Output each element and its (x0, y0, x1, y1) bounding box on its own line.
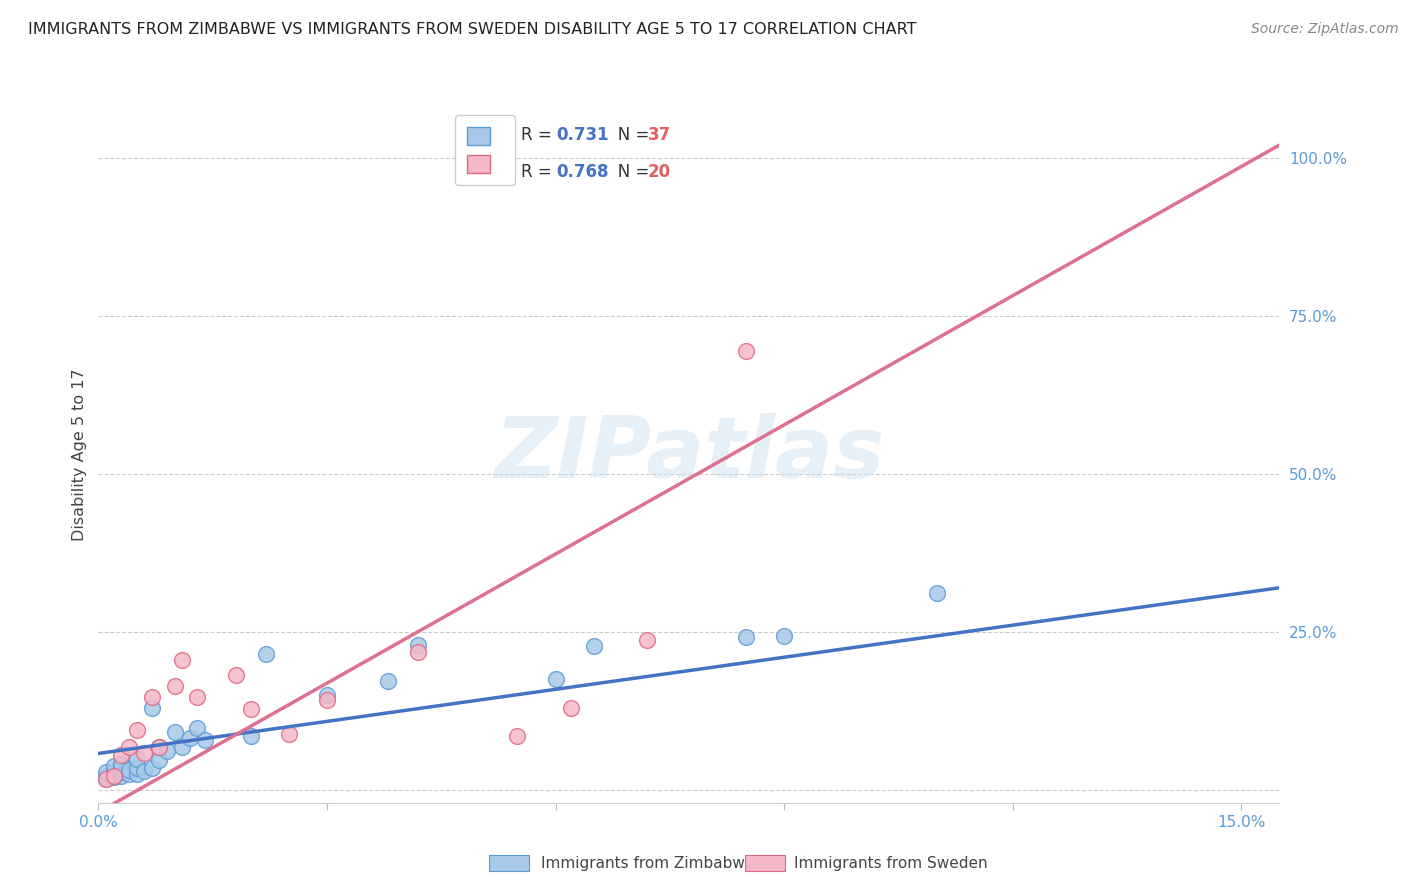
Point (636, 632, 658, 647)
Legend: , : , (456, 115, 515, 186)
Point (125, 751, 148, 765)
Point (172, 740, 194, 755)
Point (377, 674, 399, 689)
Point (148, 753, 170, 767)
Point (773, 630, 796, 644)
Point (148, 740, 170, 755)
Text: 0.768: 0.768 (557, 162, 609, 181)
Text: ZIPatlas: ZIPatlas (494, 413, 884, 497)
Point (134, 764, 156, 779)
Point (134, 747, 156, 761)
Point (735, 630, 758, 644)
Point (506, 730, 529, 744)
Point (125, 761, 148, 775)
Point (103, 764, 125, 779)
Point (141, 761, 163, 775)
Point (94, 769, 117, 783)
Point (186, 721, 208, 735)
Point (225, 668, 247, 682)
Text: 37: 37 (648, 126, 671, 144)
Point (103, 759, 125, 773)
Text: N =: N = (602, 162, 654, 181)
Point (156, 744, 179, 758)
Point (118, 763, 141, 777)
Point (163, 679, 186, 693)
Point (94, 772, 117, 786)
Point (94, 765, 117, 780)
Text: Source: ZipAtlas.com: Source: ZipAtlas.com (1251, 22, 1399, 37)
Point (125, 723, 148, 737)
Point (118, 740, 141, 755)
Text: N =: N = (602, 126, 654, 144)
Text: R =: R = (522, 126, 557, 144)
Point (110, 748, 132, 763)
Point (408, 645, 430, 659)
Point (186, 690, 208, 704)
Point (582, 639, 605, 653)
Point (544, 673, 567, 687)
Point (125, 767, 148, 781)
Point (194, 732, 217, 747)
Point (110, 756, 132, 771)
Text: R =: R = (522, 162, 557, 181)
Point (110, 765, 132, 780)
Point (316, 688, 339, 702)
Point (163, 725, 186, 739)
Point (118, 767, 141, 781)
Point (316, 693, 339, 707)
Text: Immigrants from Sweden: Immigrants from Sweden (794, 856, 988, 871)
Text: Immigrants from Zimbabwe: Immigrants from Zimbabwe (541, 856, 755, 871)
Bar (489, 855, 529, 871)
Point (103, 767, 125, 781)
Point (277, 727, 299, 741)
Y-axis label: Disability Age 5 to 17: Disability Age 5 to 17 (72, 368, 87, 541)
Point (141, 690, 163, 704)
Point (103, 771, 125, 785)
Point (179, 731, 201, 746)
Point (103, 769, 125, 783)
Point (560, 701, 582, 715)
Point (735, 343, 758, 358)
Point (408, 638, 430, 652)
Point (110, 769, 132, 783)
Point (925, 586, 948, 600)
Point (94, 772, 117, 786)
Point (110, 761, 132, 775)
Text: 20: 20 (648, 162, 671, 181)
Text: 0.731: 0.731 (557, 126, 609, 144)
Point (172, 653, 194, 667)
Point (239, 702, 262, 716)
Point (141, 701, 163, 715)
Bar (745, 855, 785, 871)
Point (254, 647, 277, 661)
Point (239, 730, 262, 744)
Text: IMMIGRANTS FROM ZIMBABWE VS IMMIGRANTS FROM SWEDEN DISABILITY AGE 5 TO 17 CORREL: IMMIGRANTS FROM ZIMBABWE VS IMMIGRANTS F… (28, 22, 917, 37)
Point (148, 740, 170, 755)
